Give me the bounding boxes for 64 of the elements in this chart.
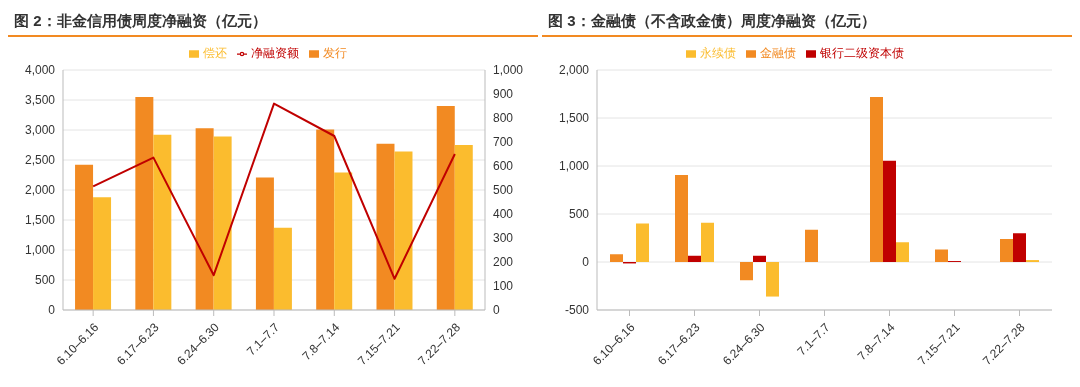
bar (883, 160, 896, 262)
y2-tick-label: 600 (493, 159, 514, 174)
y2-tick-label: 700 (493, 135, 514, 150)
chart-title: 图 2：非金信用债周度净融资（亿元） (8, 8, 538, 37)
bar (1000, 238, 1013, 262)
bar (376, 143, 395, 310)
y-tick-label: 1,000 (24, 243, 56, 258)
bar (870, 96, 883, 262)
bar (334, 172, 353, 310)
bar (454, 145, 473, 310)
bar (153, 134, 172, 310)
y2-tick-label: 300 (493, 231, 514, 246)
y-tick-label: -500 (564, 303, 590, 318)
bar (701, 222, 714, 262)
y2-tick-label: 1,000 (493, 63, 524, 78)
bar (135, 97, 154, 310)
y-tick-label: 2,500 (24, 153, 56, 168)
y2-tick-label: 900 (493, 87, 514, 102)
y2-tick-label: 100 (493, 279, 514, 294)
legend-label: 永续债 (699, 46, 736, 60)
bar (213, 136, 232, 310)
y-tick-label: 3,500 (24, 93, 56, 108)
y-tick-label: 1,000 (558, 159, 590, 174)
bar (636, 223, 649, 262)
legend-label: 偿还 (203, 46, 227, 60)
y-tick-label: 0 (582, 255, 590, 270)
bar (316, 129, 335, 310)
y-tick-label: 4,000 (24, 63, 56, 78)
bar (753, 255, 766, 262)
y2-tick-label: 0 (493, 303, 500, 318)
bar (766, 262, 779, 297)
y-tick-label: 0 (48, 303, 56, 318)
y-tick-label: 2,000 (558, 63, 590, 78)
chart-title: 图 3：金融债（不含政金债）周度净融资（亿元） (542, 8, 1072, 37)
line-series (92, 102, 456, 280)
bar (805, 229, 818, 262)
legend-label: 发行 (323, 46, 347, 60)
legend-label: 净融资额 (251, 46, 299, 60)
bar (75, 164, 94, 310)
bar (394, 151, 413, 310)
bar (255, 177, 274, 310)
y2-tick-label: 800 (493, 111, 514, 126)
y-tick-label: 1,500 (558, 111, 590, 126)
bar (195, 128, 214, 310)
bar (610, 254, 623, 262)
bar (896, 242, 909, 262)
y-tick-label: 1,500 (24, 213, 56, 228)
bar (93, 197, 112, 310)
bar (675, 175, 688, 262)
legend-label: 金融债 (759, 46, 796, 60)
bar (1013, 233, 1026, 262)
y-tick-label: 500 (568, 207, 590, 222)
y2-tick-label: 500 (493, 183, 514, 198)
bar (935, 249, 948, 262)
bar (688, 255, 701, 262)
y2-tick-label: 400 (493, 207, 514, 222)
y-tick-label: 500 (34, 273, 56, 288)
bar (436, 106, 455, 310)
bar (273, 227, 292, 310)
legend-label: 银行二级资本债 (819, 46, 904, 60)
y2-tick-label: 200 (493, 255, 514, 270)
y-tick-label: 2,000 (24, 183, 56, 198)
bar (740, 262, 753, 281)
y-tick-label: 3,000 (24, 123, 56, 138)
